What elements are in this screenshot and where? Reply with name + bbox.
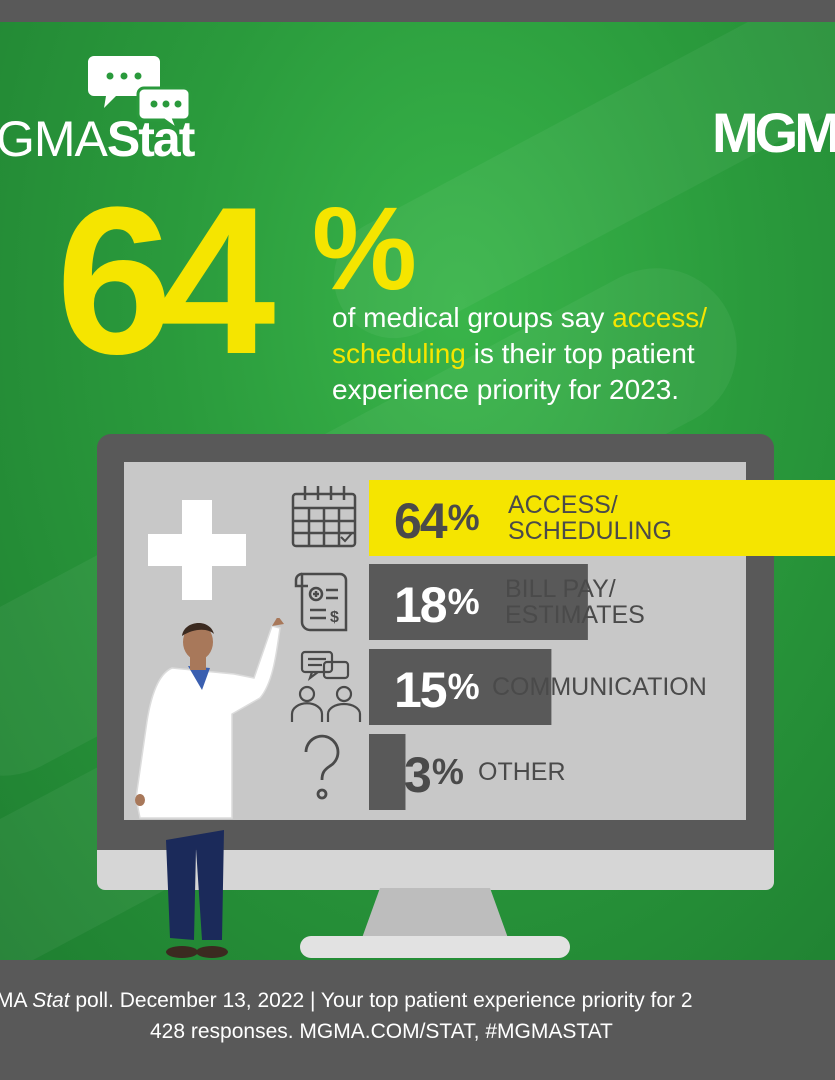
monitor-stand (362, 888, 508, 938)
headline-text: of medical groups say access/ scheduling… (332, 302, 708, 405)
monitor-base (300, 936, 570, 958)
headline-highlight: access/ scheduling (332, 302, 708, 369)
svg-text:$: $ (330, 609, 339, 626)
big-stat-percent: % (312, 183, 417, 315)
mgma-logo: MGM (712, 101, 835, 164)
bar-value-label: 3% (404, 747, 464, 803)
calendar-icon (291, 486, 357, 548)
mgmastat-logo: GMAStat (0, 111, 195, 167)
bill-icon: $ (294, 572, 348, 632)
footer-source-line: MA Stat poll. December 13, 2022 | Your t… (0, 989, 693, 1012)
question-icon (304, 734, 340, 800)
bar-category-label: ACCESS/ SCHEDULING (508, 491, 672, 545)
medical-cross-icon (148, 500, 246, 600)
bar-value-label: 64% (394, 493, 480, 549)
bar-value-label: 18% (394, 577, 480, 633)
bar-category-label: COMMUNICATION (492, 673, 707, 701)
chat-bubbles-icon (88, 56, 192, 134)
doctor-illustration (135, 618, 284, 958)
footer: MA Stat poll. December 13, 2022 | Your t… (0, 960, 835, 1080)
bar-category-label: BILL PAY/ ESTIMATES (505, 575, 645, 629)
bar-4 (369, 734, 406, 810)
communication-icon (290, 650, 362, 722)
bar-1 (369, 480, 835, 556)
bar-category-label: OTHER (478, 758, 566, 786)
bar-2 (369, 564, 588, 640)
footer-responses-line: 428 responses. MGMA.COM/STAT, #MGMASTAT (150, 1020, 613, 1043)
bar-3 (369, 649, 552, 725)
big-stat-number: 64 (56, 163, 276, 398)
bar-value-label: 15% (394, 662, 480, 718)
